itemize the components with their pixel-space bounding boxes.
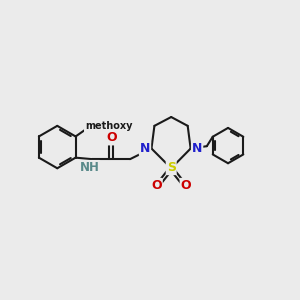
Text: O: O bbox=[106, 131, 117, 144]
Text: N: N bbox=[140, 142, 150, 155]
Text: O: O bbox=[85, 120, 96, 133]
Text: methoxy: methoxy bbox=[85, 121, 133, 131]
Text: S: S bbox=[167, 161, 176, 174]
Text: O: O bbox=[151, 179, 162, 192]
Text: NH: NH bbox=[80, 161, 99, 174]
Text: N: N bbox=[192, 142, 202, 155]
Text: O: O bbox=[181, 179, 191, 192]
